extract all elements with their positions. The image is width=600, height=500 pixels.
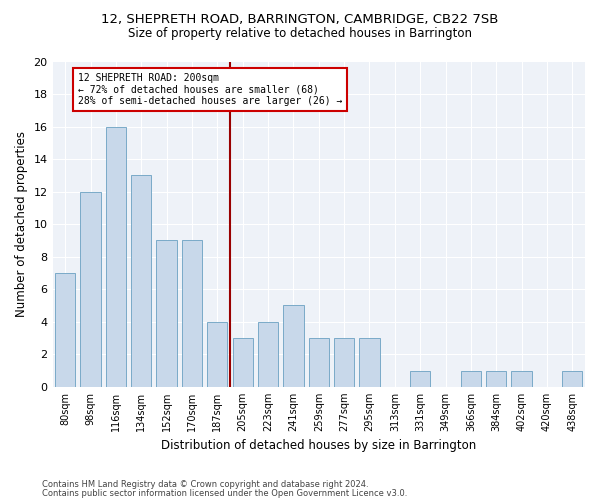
Bar: [157, 240, 177, 387]
Bar: [410, 370, 430, 387]
Bar: [106, 126, 126, 387]
Bar: [359, 338, 380, 387]
Bar: [461, 370, 481, 387]
Bar: [511, 370, 532, 387]
Bar: [80, 192, 101, 387]
Bar: [562, 370, 583, 387]
Bar: [334, 338, 354, 387]
Bar: [486, 370, 506, 387]
Bar: [258, 322, 278, 387]
Text: 12 SHEPRETH ROAD: 200sqm
← 72% of detached houses are smaller (68)
28% of semi-d: 12 SHEPRETH ROAD: 200sqm ← 72% of detach…: [78, 73, 342, 106]
Text: Contains HM Land Registry data © Crown copyright and database right 2024.: Contains HM Land Registry data © Crown c…: [42, 480, 368, 489]
Bar: [207, 322, 227, 387]
Text: 12, SHEPRETH ROAD, BARRINGTON, CAMBRIDGE, CB22 7SB: 12, SHEPRETH ROAD, BARRINGTON, CAMBRIDGE…: [101, 12, 499, 26]
Bar: [233, 338, 253, 387]
Y-axis label: Number of detached properties: Number of detached properties: [15, 131, 28, 317]
Text: Size of property relative to detached houses in Barrington: Size of property relative to detached ho…: [128, 28, 472, 40]
Bar: [308, 338, 329, 387]
X-axis label: Distribution of detached houses by size in Barrington: Distribution of detached houses by size …: [161, 440, 476, 452]
Bar: [55, 273, 76, 387]
Bar: [131, 176, 151, 387]
Text: Contains public sector information licensed under the Open Government Licence v3: Contains public sector information licen…: [42, 489, 407, 498]
Bar: [182, 240, 202, 387]
Bar: [283, 306, 304, 387]
